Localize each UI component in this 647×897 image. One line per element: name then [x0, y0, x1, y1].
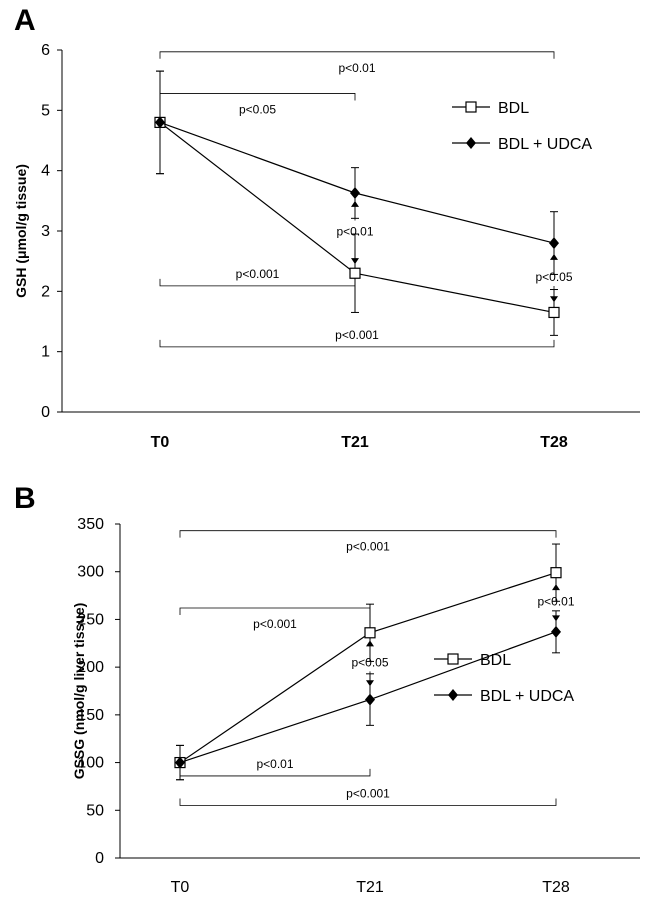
x-tick-label: T0	[171, 879, 190, 896]
data-point-bdl	[364, 627, 376, 639]
y-tick-label: 6	[41, 42, 50, 59]
y-axis-label: GSSG (nmol/g liver tissue)	[71, 603, 87, 780]
y-tick-label: 2	[41, 283, 50, 300]
significance-label: p<0.05	[351, 655, 388, 669]
legend-marker-square	[447, 653, 459, 665]
series-line	[159, 121, 555, 314]
panel-b: B 0 50 100 150 200 250 300 350 T0 T21 T28 GSSG (nmol…	[14, 482, 640, 896]
y-tick-label: 100	[77, 755, 104, 772]
significance-bracket	[159, 51, 555, 59]
panel-a: A 0 1 2 3 4 5 6 T0 T21 T28 GSH (μmol/g tissue) p<0.0…	[13, 4, 640, 451]
y-tick-label: 4	[41, 163, 50, 180]
panel-letter: A	[14, 4, 36, 37]
data-point-bdl-udca	[365, 693, 375, 706]
data-point-bdl	[548, 306, 560, 319]
data-point-bdl-udca	[549, 237, 559, 250]
y-tick-label: 250	[77, 611, 104, 628]
data-point-bdl-udca	[350, 186, 360, 199]
data-point-bdl-udca	[175, 756, 185, 769]
significance-label: p<0.001	[236, 267, 280, 281]
y-tick-label: 150	[77, 707, 104, 724]
y-tick-label: 350	[77, 516, 104, 533]
x-tick-label: T21	[356, 879, 384, 896]
legend-label: BDL	[480, 652, 511, 669]
significance-label: p<0.01	[336, 225, 373, 239]
legend-marker-diamond	[448, 689, 458, 701]
data-point-bdl-udca	[551, 625, 561, 638]
significance-label: p<0.001	[346, 787, 390, 801]
x-tick-label: T28	[542, 879, 570, 896]
significance-label: p<0.001	[346, 540, 390, 554]
y-tick-label: 3	[41, 223, 50, 240]
significance-bracket	[179, 798, 557, 806]
significance-label: p<0.001	[253, 617, 297, 631]
y-tick-label: 5	[41, 102, 50, 119]
panel-letter: B	[14, 482, 36, 515]
y-tick-label: 0	[41, 404, 50, 421]
significance-bracket	[159, 93, 356, 101]
x-tick-label: T28	[540, 434, 568, 451]
significance-bracket	[179, 530, 557, 538]
legend-label: BDL	[498, 100, 529, 117]
significance-label: p<0.01	[256, 757, 293, 771]
y-tick-label: 50	[86, 802, 104, 819]
significance-bracket	[179, 607, 371, 615]
data-point-bdl	[349, 267, 361, 279]
significance-bracket	[159, 339, 555, 348]
significance-label: p<0.05	[535, 270, 572, 284]
y-tick-label: 300	[77, 564, 104, 581]
x-tick-label: T0	[151, 434, 170, 451]
significance-label: p<0.05	[239, 102, 276, 116]
legend-label: BDL + UDCA	[480, 688, 574, 705]
data-point-bdl-udca	[155, 116, 165, 129]
y-tick-label: 1	[41, 344, 50, 361]
legend-marker-square	[465, 101, 477, 113]
significance-label: p<0.01	[338, 61, 375, 75]
y-tick-label: 0	[95, 850, 104, 867]
data-point-bdl	[550, 567, 562, 579]
y-tick-label: 200	[77, 659, 104, 676]
x-tick-label: T21	[341, 434, 369, 451]
y-axis-label: GSH (μmol/g tissue)	[13, 164, 29, 298]
legend-marker-diamond	[466, 137, 476, 149]
legend-label: BDL + UDCA	[498, 136, 592, 153]
significance-label: p<0.001	[335, 328, 379, 342]
